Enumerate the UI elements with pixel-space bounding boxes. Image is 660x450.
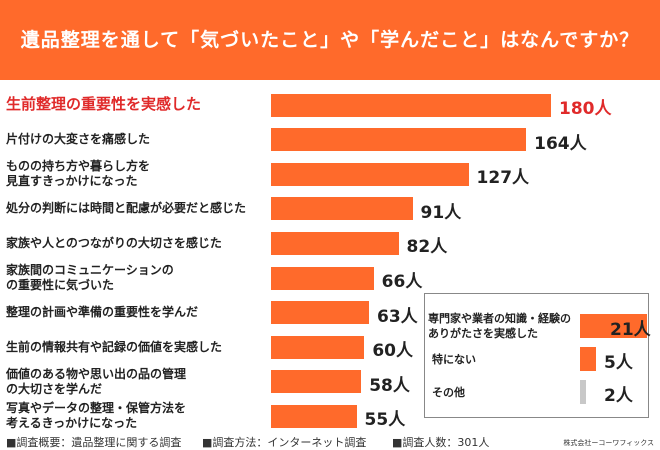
category-label: 整理の計画や準備の重要性を学んだ bbox=[6, 305, 199, 320]
category-label: 写真やデータの整理・保管方法を 考えるきっかけになった bbox=[6, 401, 187, 431]
value-label: 127人 bbox=[476, 168, 530, 189]
bar bbox=[271, 266, 374, 290]
header-band bbox=[0, 0, 660, 80]
inset-bar bbox=[580, 380, 587, 404]
bar bbox=[271, 162, 469, 186]
inset-value-label: 21人 bbox=[610, 320, 651, 340]
category-label: ものの持ち方や暮らし方を 見直すきっかけになった bbox=[6, 159, 151, 189]
footer-count: ■調査人数：301人 bbox=[392, 436, 490, 449]
inset-category-label: その他 bbox=[432, 385, 465, 399]
inset-box bbox=[424, 293, 649, 418]
value-label: 82人 bbox=[406, 237, 448, 258]
chart-title: 遺品整理を通して「気づいたこと」や「学んだこと」はなんですか？ bbox=[20, 29, 640, 51]
value-label: 66人 bbox=[381, 272, 423, 292]
category-label: 生前整理の重要性を実感した bbox=[6, 94, 202, 113]
category-label: 家族や人とのつながりの大切さを感じた bbox=[6, 235, 222, 250]
bar bbox=[271, 404, 357, 428]
inset-category-label: 特にない bbox=[432, 352, 476, 366]
footer-method: ■調査方法：インターネット調査 bbox=[202, 436, 367, 449]
bar bbox=[271, 335, 365, 359]
value-label: 164人 bbox=[534, 133, 587, 154]
bar bbox=[271, 197, 413, 221]
category-label: 処分の判断には時間と配慮が必要だと感じた bbox=[6, 201, 247, 216]
company-name: 株式会社ーコーワフィックス bbox=[563, 439, 654, 447]
value-label: 180人 bbox=[559, 99, 612, 119]
bar bbox=[271, 128, 527, 152]
inset-bar bbox=[580, 347, 596, 371]
value-label: 55人 bbox=[364, 410, 406, 431]
value-label: 60人 bbox=[372, 341, 413, 362]
value-label: 58人 bbox=[369, 375, 410, 396]
footer-overview: ■調査概要：遺品整理に関する調査 bbox=[6, 436, 182, 449]
bar bbox=[271, 370, 362, 394]
bar bbox=[271, 231, 399, 255]
inset-bar bbox=[580, 314, 648, 338]
bar bbox=[271, 93, 551, 117]
category-label: 片付けの大変さを痛感した bbox=[6, 132, 151, 147]
category-label: 家族間のコミュニケーションの の重要性に気づいた bbox=[6, 263, 174, 292]
inset-value-label: 5人 bbox=[604, 353, 633, 373]
category-label: 価値のある物や思い出の品の管理 の大切さを学んだ bbox=[6, 366, 187, 396]
inset-category-label: 専門家や業者の知識・経験の ありがたさを実感した bbox=[428, 312, 571, 340]
bar bbox=[271, 301, 369, 325]
inset-value-label: 2人 bbox=[604, 386, 633, 406]
value-label: 91人 bbox=[420, 202, 462, 223]
value-label: 63人 bbox=[377, 306, 418, 327]
category-label: 生前の情報共有や記録の価値を実感した bbox=[6, 339, 223, 354]
